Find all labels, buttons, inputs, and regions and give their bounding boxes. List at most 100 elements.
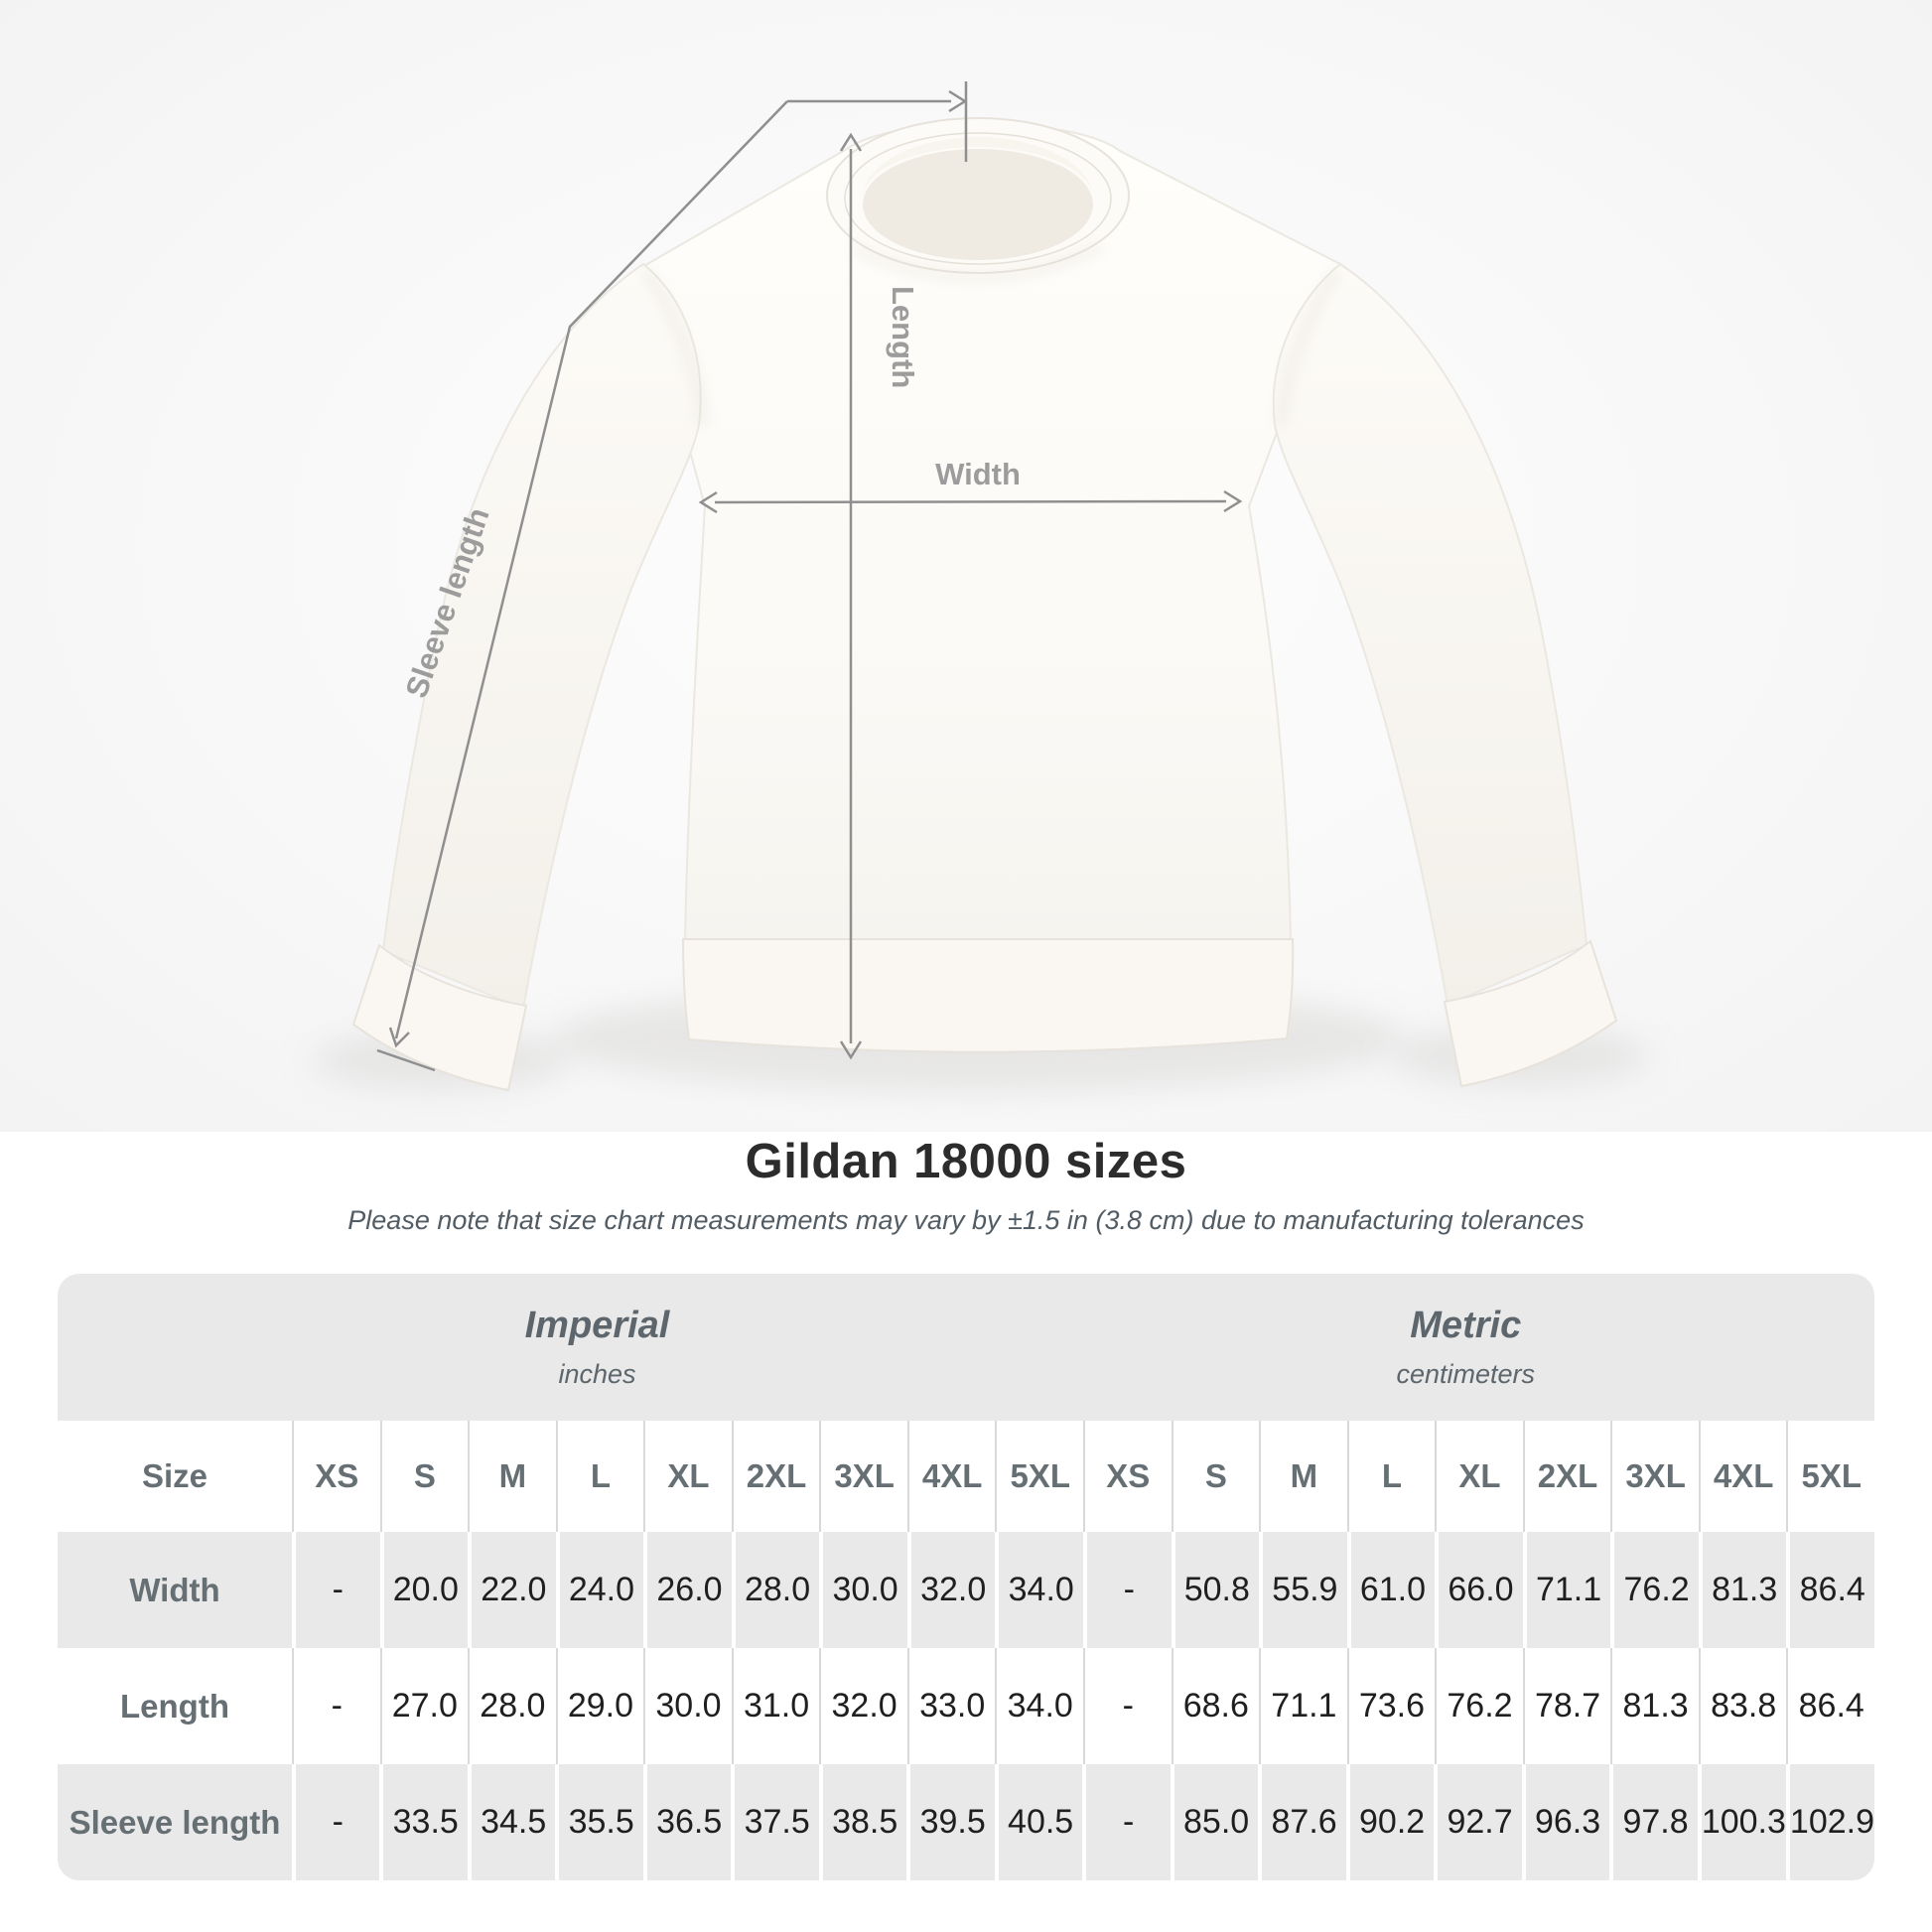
table-row-width: Width -20.0 22.0 24.0 26.0 28.0 30.0 32.0 34.0-5…: [58, 1532, 1874, 1648]
value-cell-13: 76.2: [1435, 1648, 1523, 1764]
value-cell-11: 55.9: [1259, 1532, 1347, 1648]
column-header-8-5xl: 5XL: [995, 1421, 1083, 1532]
value-cell-15: 97.8: [1609, 1764, 1698, 1880]
value-cell-16: 100.3: [1697, 1764, 1786, 1880]
column-header-6-3xl: 3XL: [819, 1421, 907, 1532]
column-header-5-2xl: 2XL: [731, 1421, 820, 1532]
value-cell-7: 39.5: [906, 1764, 995, 1880]
imperial-group: Imperial inches: [300, 1305, 896, 1390]
garment-photo-area: Length Width Sleeve length: [0, 0, 1932, 1132]
value-cell-9: -: [1082, 1764, 1170, 1880]
row-label: Length: [120, 1687, 229, 1725]
table-row-length: Length -27.0 28.0 29.0 30.0 31.0 32.0 33.0 34.0-…: [58, 1648, 1874, 1764]
unit-band: Imperial inches Metric centimeters: [58, 1274, 1874, 1421]
column-header-10-s: S: [1171, 1421, 1260, 1532]
value-cell-7: 33.0: [906, 1648, 996, 1764]
value-cell-5: 31.0: [731, 1648, 820, 1764]
length-line: [839, 132, 863, 1060]
value-cell-17: 86.4: [1786, 1648, 1874, 1764]
value-cell-8: 34.0: [995, 1532, 1083, 1648]
value-cell-3: 35.5: [555, 1764, 643, 1880]
value-cell-6: 32.0: [819, 1648, 907, 1764]
value-cell-1: 20.0: [379, 1532, 469, 1648]
metric-unit: centimeters: [1396, 1359, 1536, 1389]
row-label: Sleeve length: [69, 1803, 281, 1841]
width-line: [698, 489, 1243, 514]
column-header-17-5xl: 5XL: [1786, 1421, 1874, 1532]
value-cell-4: 26.0: [643, 1532, 732, 1648]
value-cell-2: 22.0: [468, 1532, 556, 1648]
value-cell-12: 61.0: [1346, 1532, 1436, 1648]
collar: [826, 117, 1130, 281]
column-header-7-4xl: 4XL: [906, 1421, 996, 1532]
value-cell-10: 50.8: [1171, 1532, 1260, 1648]
value-cell-8: 34.0: [995, 1648, 1083, 1764]
right-cuff: [1443, 939, 1618, 1088]
column-header-0-xs: XS: [292, 1421, 380, 1532]
size-chart-table: Imperial inches Metric centimeters Size X…: [58, 1274, 1874, 1880]
value-cell-2: 28.0: [468, 1648, 556, 1764]
right-sleeve: [1272, 262, 1588, 1007]
column-header-9-xs: XS: [1083, 1421, 1172, 1532]
value-cell-11: 87.6: [1258, 1764, 1346, 1880]
measurement-lines: [376, 81, 1243, 1072]
value-cell-14: 78.7: [1522, 1648, 1611, 1764]
value-cell-15: 76.2: [1610, 1532, 1699, 1648]
value-cell-6: 38.5: [818, 1764, 906, 1880]
column-header-16-4xl: 4XL: [1698, 1421, 1787, 1532]
column-header-1-s: S: [379, 1421, 469, 1532]
size-grid: Size XS S M L XL 2XL 3XL 4XL 5XL XS S M L XL 2XL 3XL 4XL 5…: [58, 1421, 1874, 1880]
table-row-sleeve-length: Sleeve length -33.5 34.5 35.5 36.5 37.5 38.5 39…: [58, 1764, 1874, 1880]
column-header-13-xl: XL: [1435, 1421, 1523, 1532]
value-cell-14: 96.3: [1521, 1764, 1609, 1880]
sweatshirt-illustration: Length Width Sleeve length: [313, 81, 1648, 1092]
value-cell-10: 85.0: [1170, 1764, 1258, 1880]
tolerance-note: Please note that size chart measurements…: [347, 1205, 1585, 1235]
value-cell-6: 30.0: [819, 1532, 907, 1648]
column-header-15-3xl: 3XL: [1610, 1421, 1699, 1532]
value-cell-1: 27.0: [379, 1648, 469, 1764]
value-cell-4: 30.0: [643, 1648, 732, 1764]
value-cell-5: 28.0: [731, 1532, 820, 1648]
value-cell-4: 36.5: [642, 1764, 731, 1880]
value-cell-17: 102.9: [1785, 1764, 1874, 1880]
imperial-unit: inches: [558, 1359, 636, 1389]
sleeve-length-line: [376, 100, 788, 1072]
row-label: Width: [129, 1571, 220, 1608]
value-cell-2: 34.5: [467, 1764, 555, 1880]
value-cell-3: 29.0: [555, 1648, 644, 1764]
value-cell-10: 68.6: [1171, 1648, 1260, 1764]
left-sleeve: [381, 262, 702, 1011]
value-cell-12: 73.6: [1346, 1648, 1436, 1764]
table-header-row: Size XS S M L XL 2XL 3XL 4XL 5XL XS S M L XL 2XL 3XL 4XL 5…: [58, 1421, 1874, 1532]
metric-group: Metric centimeters: [1168, 1305, 1763, 1390]
value-cell-13: 66.0: [1435, 1532, 1523, 1648]
width-label: Width: [935, 457, 1021, 491]
value-cell-11: 71.1: [1259, 1648, 1347, 1764]
imperial-label: Imperial: [524, 1305, 670, 1346]
value-cell-16: 81.3: [1698, 1532, 1787, 1648]
caption: Gildan 18000 sizes Please note that size…: [0, 1134, 1932, 1236]
value-cell-13: 92.7: [1434, 1764, 1521, 1880]
value-cell-5: 37.5: [731, 1764, 818, 1880]
neck-reference-arrow: [787, 81, 968, 162]
value-cell-0: -: [292, 1764, 379, 1880]
column-header-4-xl: XL: [643, 1421, 732, 1532]
value-cell-7: 32.0: [906, 1532, 996, 1648]
value-cell-9: -: [1083, 1648, 1172, 1764]
column-header-3-l: L: [555, 1421, 644, 1532]
value-cell-9: -: [1083, 1532, 1172, 1648]
value-cell-3: 24.0: [555, 1532, 644, 1648]
metric-label: Metric: [1410, 1305, 1522, 1346]
column-header-12-l: L: [1346, 1421, 1436, 1532]
value-cell-15: 81.3: [1610, 1648, 1699, 1764]
value-cell-14: 71.1: [1522, 1532, 1611, 1648]
size-column-header: Size: [141, 1457, 208, 1494]
column-header-11-m: M: [1259, 1421, 1347, 1532]
value-cell-8: 40.5: [994, 1764, 1082, 1880]
value-cell-12: 90.2: [1345, 1764, 1434, 1880]
left-cuff: [351, 943, 528, 1092]
column-header-2-m: M: [468, 1421, 556, 1532]
value-cell-0: -: [292, 1532, 380, 1648]
